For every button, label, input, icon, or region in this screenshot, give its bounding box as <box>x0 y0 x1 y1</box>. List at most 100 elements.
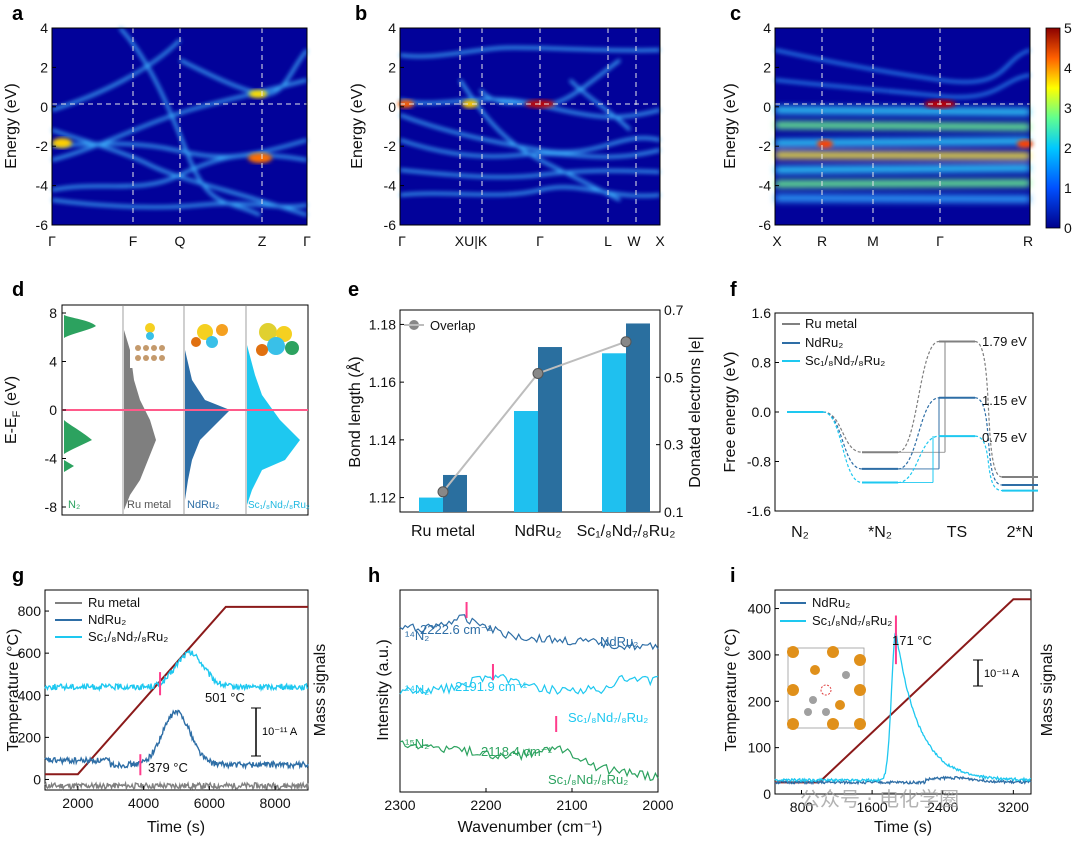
axes-i: 0 100 200 300 400 800 1600 2400 3200 <box>748 601 1029 815</box>
legend-i-ndru2: NdRu₂ <box>812 595 850 610</box>
tpd-plot-i <box>774 598 1032 786</box>
hotspot-a2 <box>248 153 272 163</box>
ytick-right-label-e-0: 0.1 <box>664 504 684 520</box>
ytick-label-a-5: -6 <box>36 217 49 233</box>
hotspot-a3 <box>249 90 267 98</box>
legend-g-ndru2: NdRu₂ <box>88 612 126 627</box>
xtick-label-h-2: 2100 <box>556 797 587 813</box>
panel-i: i 0 100 200 300 400 800 1600 2400 3200 NdRu₂ Sc₁… <box>723 565 1056 836</box>
ytick-label-d-0: 8 <box>49 305 57 321</box>
annot-501: 501 °C <box>205 690 245 705</box>
dos-label-ru: Ru metal <box>127 499 171 511</box>
xlabel-h: Wavenumber (cm⁻¹) <box>458 819 603 836</box>
trace-i-1 <box>774 629 1032 783</box>
legend-g-ru: Ru metal <box>88 595 140 610</box>
xtick-label-i-3: 3200 <box>998 799 1029 815</box>
ylabel-a: Energy (eV) <box>3 83 20 168</box>
legend-i-sc: Sc₁/₈Nd₇/₈Ru₂ <box>812 613 892 628</box>
xtick-label-i-0: 800 <box>790 799 814 815</box>
yticks-c: 4 2 0 -2 -4 -6 <box>759 20 779 233</box>
dos-label-n2: N₂ <box>68 499 80 511</box>
ylabel-g-right: Mass signals <box>312 644 329 736</box>
peak-label-2: 2191.9 cm⁻¹ <box>455 679 528 694</box>
xtick-label-f-0: N₂ <box>791 524 809 541</box>
xtick-label-g-2: 6000 <box>194 795 225 811</box>
ytick-label-i-0: 0 <box>763 786 771 802</box>
scale-i-label: 10⁻¹¹ A <box>984 668 1020 680</box>
bands-c <box>774 106 1031 203</box>
hotspot-c3 <box>1017 140 1033 148</box>
ylabel-e-right: Donated electrons |e| <box>687 336 704 488</box>
cbar-tick-1: 1 <box>1064 180 1072 196</box>
ylabel-i-left: Temperature (°C) <box>723 629 740 752</box>
bands-a <box>51 26 309 217</box>
path-2-2 <box>974 435 1003 492</box>
overlap-points <box>437 336 632 498</box>
kpoint-b-5: X <box>655 233 665 249</box>
yticks-a: 4 2 0 -2 -4 -6 <box>36 20 56 233</box>
ylabel-d-unit: (eV) <box>3 376 20 411</box>
kpoint-c-0: X <box>772 233 782 249</box>
xtick-label-h-0: 2300 <box>384 797 415 813</box>
ytick-label-b-0: 4 <box>388 20 396 36</box>
xtick-label-i-2: 2400 <box>927 799 958 815</box>
ytick-label-c-2: 0 <box>763 99 771 115</box>
charge-inset-ndru2 <box>191 324 228 348</box>
dos-sc <box>247 345 300 505</box>
ytick-label-a-3: -2 <box>36 138 49 154</box>
xtick-label-h-1: 2200 <box>470 797 501 813</box>
colorbar-ticks: 5 4 3 2 1 0 <box>1064 20 1072 236</box>
bar-donated-2 <box>626 323 650 512</box>
axes-h: 2300 2200 2100 2000 <box>384 788 674 813</box>
xtick-label-e-2: Sc₁/₈Nd₇/₈Ru₂ <box>577 523 676 540</box>
axes-g: 0 200 400 600 800 2000 4000 6000 8000 <box>18 603 291 811</box>
trace-g-0 <box>44 780 309 792</box>
kpoint-a-3: Z <box>258 233 267 249</box>
bar-bond-length-2 <box>602 353 626 512</box>
ytick-label-d-3: -4 <box>45 451 58 467</box>
scale-g: 10⁻¹¹ A <box>251 707 298 757</box>
kpoint-lines-b <box>400 28 660 225</box>
charge-inset-sc <box>256 323 299 356</box>
path-0-1 <box>897 340 940 453</box>
xtick-label-g-0: 2000 <box>62 795 93 811</box>
annot-379: 379 °C <box>148 760 188 775</box>
ytick-label-d-2: 0 <box>49 402 57 418</box>
barrier-ndru2: 1.15 eV <box>982 393 1027 408</box>
legend-f-sc: Sc₁/₈Nd₇/₈Ru₂ <box>805 353 885 368</box>
ir-plot-h <box>399 602 659 782</box>
overlap-point-2 <box>620 336 632 348</box>
kpoint-a-0: Γ <box>48 233 56 249</box>
scale-g-label: 10⁻¹¹ A <box>262 726 298 738</box>
ytick-label-b-1: 2 <box>388 59 396 75</box>
ylabel-f: Free energy (eV) <box>722 352 739 473</box>
iso-label-1: ¹⁴N₂ <box>405 628 429 643</box>
ytick-label-c-1: 2 <box>763 59 771 75</box>
tpd-plot-g <box>44 605 309 792</box>
ytick-label-f-0: 1.6 <box>752 305 772 321</box>
panel-h: h 2300 2200 2100 2000 ¹⁴N₂ 2222.6 cm⁻¹ NdRu… <box>368 565 674 836</box>
ytick-label-a-1: 2 <box>40 59 48 75</box>
panel-label-e: e <box>348 279 359 301</box>
ytick-label-g-3: 600 <box>18 645 42 661</box>
panel-d: d 8 4 0 -4 -8 E-EF (eV) N₂ Ru metal NdRu₂ Sc… <box>3 279 310 516</box>
kpoint-b-4: W <box>627 233 641 249</box>
panel-label-h: h <box>368 565 380 587</box>
axes-e: 1.12 1.14 1.16 1.18 0.1 0.3 0.5 0.7 <box>369 302 684 520</box>
ytick-label-g-4: 800 <box>18 603 42 619</box>
ytick-label-a-4: -4 <box>36 178 49 194</box>
xtick-label-g-1: 4000 <box>128 795 159 811</box>
energy-profile <box>787 340 1038 492</box>
ytick-label-i-4: 400 <box>748 601 772 617</box>
path-0-2 <box>974 340 1003 478</box>
dos-n2 <box>64 315 96 472</box>
ytick-label-g-1: 200 <box>18 729 42 745</box>
sample-label-3: Sc₁/₈Nd₇/₈Ru₂ <box>548 772 628 787</box>
hotspot-b3 <box>462 100 478 108</box>
ytick-label-c-3: -2 <box>759 138 772 154</box>
iso-label-2: ¹⁴N₂ <box>405 682 429 697</box>
xtick-label-g-3: 8000 <box>260 795 291 811</box>
ytick-right-label-e-3: 0.7 <box>664 302 684 318</box>
panel-label-i: i <box>730 565 736 587</box>
